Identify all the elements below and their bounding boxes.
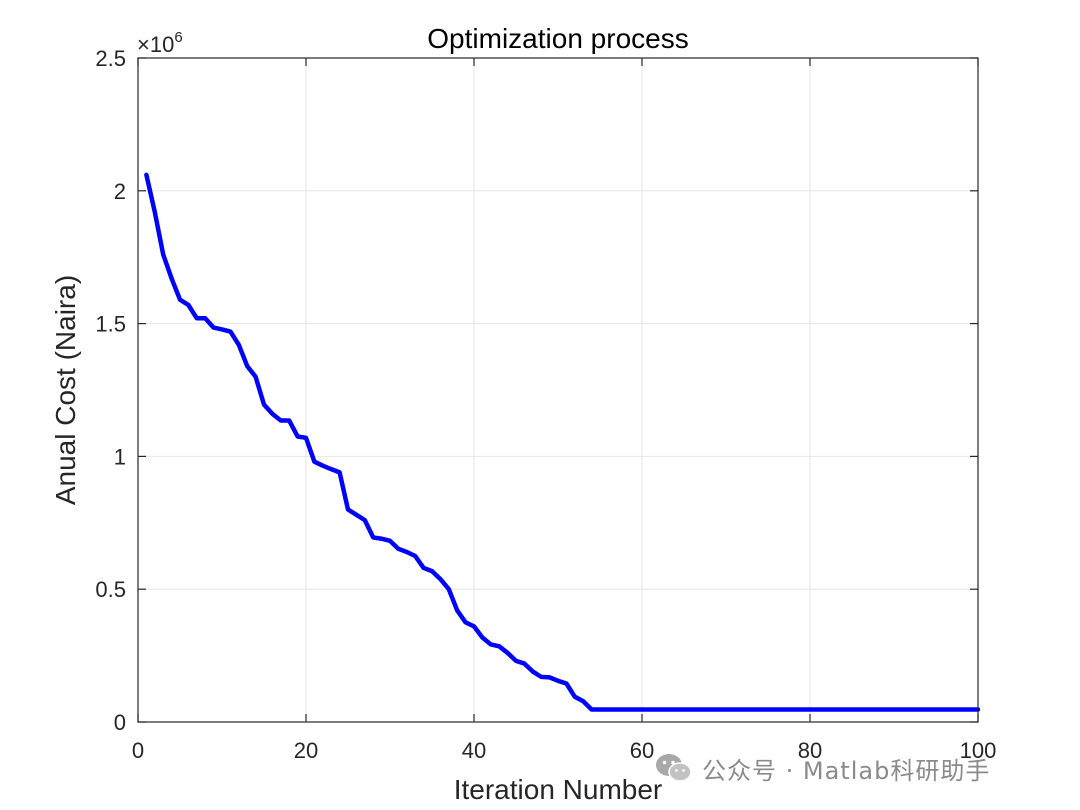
y-tick-label: 0.5 [95,577,126,602]
ticks [137,57,979,723]
x-tick-label: 80 [798,738,822,763]
y-tick-label: 1.5 [95,312,126,337]
x-tick-label: 100 [960,738,997,763]
x-tick-labels: 0 20 40 60 80 100 [132,738,996,763]
series-group [144,172,981,712]
x-tick-label: 20 [294,738,318,763]
x-tick-label: 40 [462,738,486,763]
watermark: 公众号 · Matlab科研助手 [654,750,990,786]
y-tick-label: 2.5 [95,46,126,71]
watermark-text: 公众号 · Matlab科研助手 [702,756,991,785]
y-exponent-label: ×106 [137,29,183,57]
y-tick-labels: 0 0.5 1 1.5 2 2.5 [95,46,126,735]
x-tick-label: 0 [132,738,144,763]
grid [138,58,978,722]
y-exponent-base: ×10 [137,32,174,57]
series-line [144,172,981,712]
y-tick-label: 2 [114,179,126,204]
wechat-icon [656,754,692,782]
plot-frame [137,57,979,723]
plot-area [138,58,978,722]
x-tick-label: 60 [630,738,654,763]
x-axis-title: Iteration Number [454,774,663,805]
chart-title: Optimization process [427,23,688,54]
y-tick-label: 0 [114,710,126,735]
y-axis-title: Anual Cost (Naira) [50,275,81,505]
y-tick-label: 1 [114,444,126,469]
y-exponent-power: 6 [174,29,182,46]
